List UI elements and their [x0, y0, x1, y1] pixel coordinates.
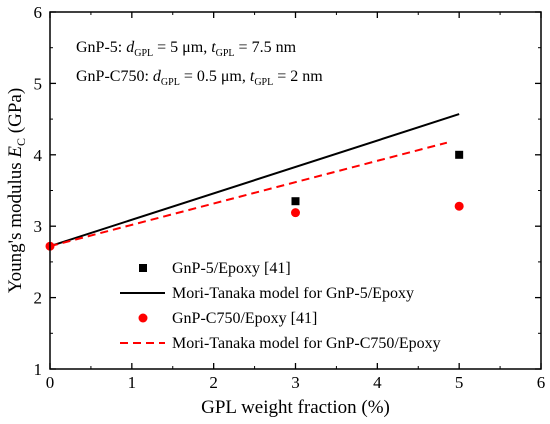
legend-entry-gnp5-model: Mori-Tanaka model for GnP-5/Epoxy [120, 285, 414, 302]
series-layer [45, 113, 464, 251]
x-tick-label: 1 [128, 373, 137, 392]
y-tick-label: 2 [34, 289, 43, 308]
legend-entry-gnpc750-model: Mori-Tanaka model for GnP-C750/Epoxy [120, 335, 441, 352]
plot-frame [49, 11, 542, 370]
legend-label: GnP-C750/Epoxy [41] [172, 310, 317, 327]
y-tick-label: 1 [34, 360, 43, 379]
x-tick-label: 4 [373, 373, 382, 392]
annotation-gnpc750: GnP-C750: dGPL = 0.5 μm, tGPL = 2 nm [76, 68, 323, 88]
legend: GnP-5/Epoxy [41] Mori-Tanaka model for G… [120, 260, 441, 352]
data-point-square [291, 197, 300, 206]
data-point-circle [291, 208, 300, 218]
series-line-1 [49, 113, 460, 248]
y-tick-label: 3 [34, 217, 43, 236]
x-tick-label: 0 [46, 373, 55, 392]
legend-label: GnP-5/Epoxy [41] [172, 260, 291, 277]
legend-entry-gnp5-data: GnP-5/Epoxy [41] [139, 260, 291, 277]
annotations: GnP-5: dGPL = 5 μm, tGPL = 7.5 nm GnP-C7… [76, 39, 323, 88]
legend-symbol-square [139, 264, 147, 272]
data-point-square [455, 150, 464, 159]
legend-marker-square [139, 264, 147, 272]
y-tick-label: 4 [34, 146, 43, 165]
series-line-3 [49, 141, 448, 248]
x-tick-label: 3 [291, 373, 300, 392]
x-tick-label: 2 [209, 373, 218, 392]
legend-label: Mori-Tanaka model for GnP-5/Epoxy [172, 285, 414, 302]
x-tick-label: 5 [455, 373, 464, 392]
x-tick-label: 6 [537, 373, 546, 392]
x-axis-title: GPL weight fraction (%) [201, 397, 390, 418]
y-axis-title: Young's modulus EC (GPa) [5, 88, 28, 293]
legend-label: Mori-Tanaka model for GnP-C750/Epoxy [172, 335, 441, 352]
y-tick-label: 5 [34, 74, 43, 93]
legend-entry-gnpc750-data: GnP-C750/Epoxy [41] [138, 310, 317, 327]
data-point-circle [454, 201, 464, 211]
annotation-gnp5: GnP-5: dGPL = 5 μm, tGPL = 7.5 nm [76, 39, 297, 59]
y-tick-label: 6 [34, 3, 43, 22]
legend-marker-circle [138, 313, 148, 323]
legend-symbol-circle [138, 313, 148, 323]
